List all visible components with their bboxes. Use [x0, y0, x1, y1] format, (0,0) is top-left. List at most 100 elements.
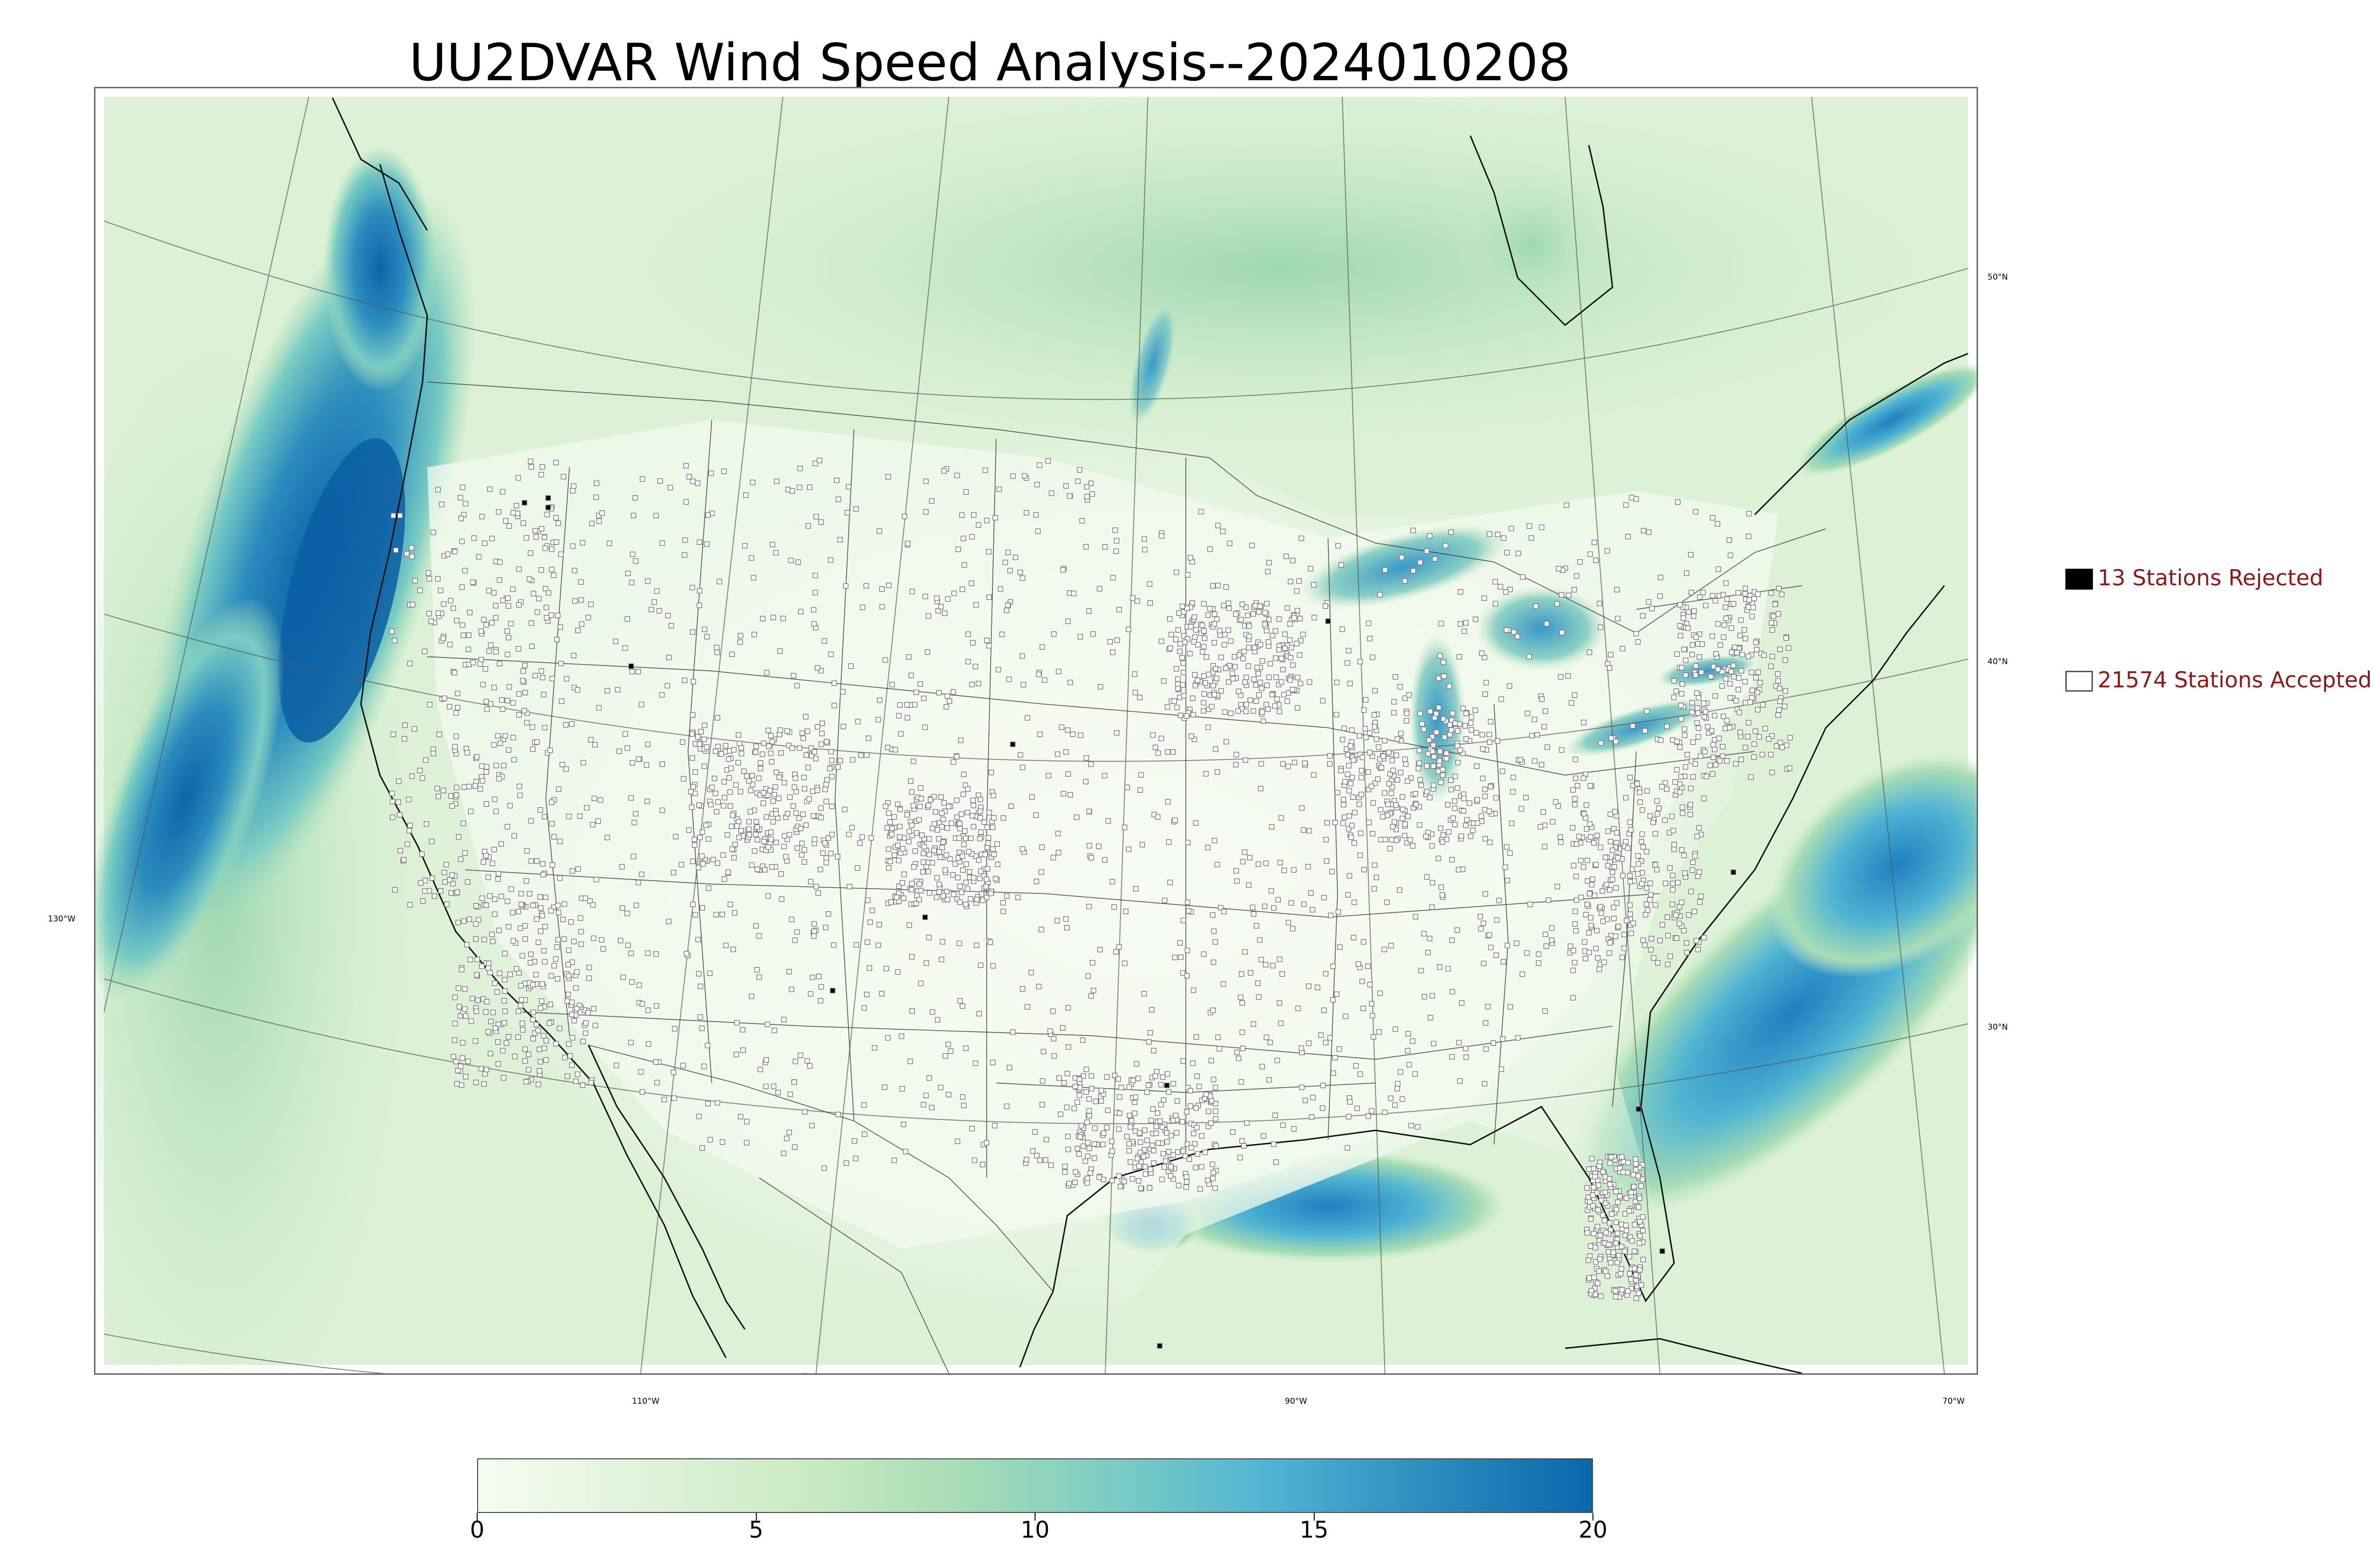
station-accepted: [1324, 820, 1330, 826]
station-accepted: [942, 1053, 948, 1059]
station-accepted: [1105, 818, 1111, 824]
station-accepted: [1299, 535, 1304, 541]
station-accepted: [1402, 695, 1408, 701]
station-accepted: [931, 794, 937, 800]
station-accepted: [765, 727, 771, 733]
station-accepted: [1440, 839, 1445, 845]
wind-speed-map[interactable]: [95, 88, 1977, 1373]
station-accepted: [1640, 528, 1647, 534]
station-accepted: [1480, 746, 1486, 752]
station-accepted: [1092, 1125, 1098, 1131]
station-accepted: [1061, 791, 1066, 797]
station-accepted: [786, 832, 792, 838]
station-accepted: [636, 982, 642, 988]
station-accepted: [571, 653, 577, 658]
station-accepted: [882, 1084, 887, 1090]
station-accepted: [1340, 797, 1347, 802]
station-accepted: [963, 901, 969, 907]
station-accepted: [954, 1138, 961, 1144]
station-accepted: [934, 1017, 941, 1023]
station-accepted: [1025, 715, 1030, 721]
station-accepted: [645, 1007, 651, 1013]
station-accepted: [785, 811, 791, 817]
station-accepted: [1437, 653, 1443, 659]
station-accepted: [1170, 1152, 1176, 1158]
station-accepted: [1640, 613, 1646, 619]
station-accepted: [1753, 675, 1759, 681]
station-accepted: [1214, 862, 1220, 867]
station-accepted: [1600, 918, 1606, 924]
station-accepted: [936, 882, 942, 887]
station-accepted: [1277, 860, 1283, 865]
station-accepted: [580, 1039, 586, 1044]
station-accepted: [721, 469, 727, 474]
station-accepted: [1488, 784, 1494, 789]
station-accepted: [1558, 839, 1564, 845]
station-accepted: [822, 840, 828, 846]
station-accepted: [768, 733, 774, 739]
station-accepted: [441, 788, 446, 793]
station-accepted: [638, 1069, 644, 1075]
station-accepted: [896, 834, 903, 840]
station-accepted: [483, 769, 490, 775]
station-accepted: [1086, 1145, 1092, 1151]
station-accepted: [1175, 681, 1181, 687]
station-accepted: [1481, 655, 1488, 660]
station-accepted: [1429, 904, 1435, 910]
station-accepted: [1449, 727, 1454, 733]
station-accepted: [828, 651, 834, 657]
station-accepted: [1727, 725, 1733, 731]
station-accepted: [1199, 1133, 1205, 1139]
station-accepted: [1193, 627, 1199, 633]
station-accepted: [1738, 757, 1744, 762]
station-accepted: [1688, 758, 1695, 764]
station-accepted: [1123, 909, 1129, 914]
station-accepted: [1573, 757, 1578, 762]
station-accepted: [1503, 589, 1509, 595]
station-accepted: [566, 948, 572, 953]
station-accepted: [1028, 970, 1034, 976]
station-accepted: [1218, 688, 1224, 694]
station-accepted: [1007, 1065, 1012, 1070]
map-frame[interactable]: 50°N 40°N 30°N 130°W 110°W 90°W 70°W: [48, 87, 2008, 1406]
station-accepted: [461, 632, 466, 638]
station-accepted: [600, 946, 606, 952]
station-accepted: [1627, 1271, 1632, 1277]
station-accepted: [1234, 1050, 1240, 1055]
station-accepted: [904, 715, 910, 721]
station-accepted: [1233, 762, 1239, 768]
station-accepted: [1743, 700, 1748, 705]
station-accepted: [810, 975, 816, 980]
station-accepted: [509, 886, 514, 892]
station-accepted: [713, 748, 718, 754]
station-accepted: [1122, 960, 1128, 966]
station-accepted: [1557, 834, 1563, 840]
station-accepted: [1616, 1253, 1621, 1258]
station-accepted: [1572, 796, 1578, 802]
station-accepted: [539, 913, 545, 919]
station-accepted: [1736, 710, 1743, 715]
station-accepted: [1673, 912, 1679, 918]
station-accepted: [1515, 634, 1520, 639]
station-accepted: [705, 1042, 710, 1049]
station-accepted: [961, 535, 966, 541]
station-accepted: [921, 851, 926, 856]
station-accepted: [1065, 1005, 1071, 1011]
cuba-coast: [1565, 1338, 1802, 1373]
canada-atlantic-coast: [1754, 353, 1969, 516]
station-accepted: [729, 651, 735, 657]
station-accepted: [630, 760, 635, 766]
station-accepted: [1118, 1085, 1124, 1090]
station-accepted: [1382, 567, 1388, 573]
station-accepted: [1689, 652, 1695, 657]
station-accepted: [948, 1048, 954, 1054]
station-accepted: [1537, 824, 1544, 830]
station-accepted: [586, 965, 592, 970]
station-accepted: [773, 770, 779, 775]
station-accepted: [1201, 601, 1207, 607]
station-accepted: [696, 971, 702, 976]
station-accepted: [749, 993, 754, 999]
station-accepted: [1343, 1014, 1348, 1019]
station-accepted: [1712, 693, 1718, 699]
station-accepted: [988, 939, 993, 945]
